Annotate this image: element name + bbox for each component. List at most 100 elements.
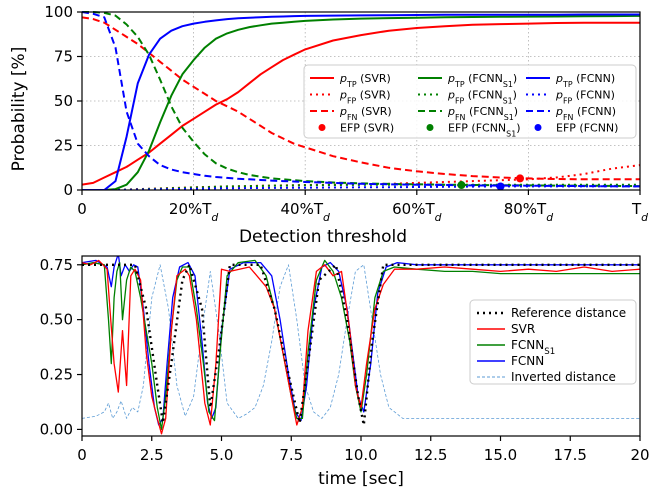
top-legend-label-part: p [447,105,455,118]
top-legend-label: EFP (FCNN) [556,122,618,135]
top-x-tick-label: Td [631,200,648,224]
bottom-legend-label-part: FCNN [511,354,544,368]
top-legend-label-part: ) [513,89,517,102]
top-efp-marker-1 [457,181,466,190]
top-legend-label: pFP (FCNNS1) [447,89,517,106]
top-legend-label-part: p [555,89,563,102]
top-series-line-2 [82,16,640,181]
bottom-x-tick-label: 7.5 [279,446,303,464]
top-legend-label-part: p [555,72,563,85]
bottom-series-group [82,256,640,435]
bottom-x-axis-label: time [sec] [318,469,404,489]
top-x-tick-label-part: 60%T [392,200,435,218]
top-legend-label-part: p [339,105,347,118]
top-legend-label-part: FP [563,96,573,105]
top-x-tick-label-part: d [546,211,553,224]
top-legend-label: pFN (FCNNS1) [447,105,518,122]
top-legend-label-part: p [339,72,347,85]
top-y-tick-label: 100 [44,3,73,21]
top-legend-box [303,64,637,139]
top-legend-label: pFP (FCNN) [555,89,615,106]
bottom-x-tick-label: 10.0 [344,446,377,464]
top-legend-label-part: EFP (SVR) [340,122,394,135]
bottom-y-tick-label: 0.25 [40,366,73,384]
top-x-tick-label: 20%Td [169,200,219,224]
top-legend-label: EFP (SVR) [340,122,394,135]
top-legend-label: pTP (FCNN) [555,72,615,89]
top-legend-label-part: (FCNN [464,89,502,102]
top-legend-marker [534,124,542,131]
top-legend-label-part: p [447,72,455,85]
top-legend-label-part: p [447,89,455,102]
top-legend-label-part: TP [562,80,573,89]
top-series-line-3 [82,14,640,190]
top-series-group [82,11,640,190]
top-series-line-6 [82,13,640,190]
top-legend-label-part: S1 [503,80,513,89]
top-legend-label-part: (FCNN [465,105,503,118]
top-legend-label-part: FN [563,113,574,122]
bottom-legend-label: Inverted distance [511,370,616,384]
top-x-tick-label-part: 40%T [281,200,324,218]
bottom-legend-label-part: Reference distance [511,306,626,320]
bottom-legend-box [469,299,637,385]
bottom-legend-label: SVR [511,322,535,336]
top-legend-label: EFP (FCNNS1) [448,122,521,139]
top-legend-marker [426,124,434,131]
top-legend-label-part: (FCNN) [573,105,616,118]
top-legend-label-part: S1 [504,113,514,122]
top-legend-label-part: S1 [506,129,516,138]
bottom-legend-label-part: Inverted distance [511,370,616,384]
top-legend-label-part: (FCNN) [573,72,616,85]
top-legend-label-part: p [339,89,347,102]
top-y-tick-label: 0 [63,181,73,199]
top-legend-label: pTP (FCNNS1) [447,72,517,89]
bottom-series-line-2 [82,259,640,431]
bottom-x-tick-label: 5.0 [210,446,234,464]
top-legend-label-part: ) [514,105,518,118]
bottom-x-tick-label: 17.5 [554,446,587,464]
top-legend: pTP (SVR)pFP (SVR)pFN (SVR)EFP (SVR)pTP … [303,64,637,139]
top-legend-label-part: FN [455,113,466,122]
top-y-axis-label: Probability [%] [9,47,29,172]
top-legend-label-part: (FCNN [465,72,503,85]
top-legend-label-part: (SVR) [356,89,390,102]
top-x-tick-label-part: 80%T [504,200,547,218]
top-legend-label-part: (SVR) [357,105,391,118]
top-legend-label-part: ) [513,72,517,85]
top-x-tick-label-part: d [435,211,442,224]
top-legend-label-part: p [555,105,563,118]
top-legend-label-part: EFP (FCNN [448,122,506,135]
top-legend-label: pFN (SVR) [339,105,392,122]
bottom-legend-label: FCNNS1 [511,338,555,357]
top-x-tick-label-part: d [641,211,648,224]
top-efp-marker-2 [496,182,505,191]
bottom-chart: 0 2.5 5.0 7.5 10.0 12.5 15.0 17.5 20 0.00 0.25 0.50… [40,255,650,489]
top-legend-label-part: FP [347,96,357,105]
top-legend-label-part: S1 [503,96,513,105]
top-legend-label-part: TP [454,80,465,89]
top-y-tick-label: 25 [54,137,73,155]
top-series-line-1 [82,164,640,190]
top-legend-label-part: (FCNN) [572,89,615,102]
bottom-y-tick-label: 0.00 [40,420,73,438]
bottom-series-line-1 [82,259,640,435]
top-x-tick-label-part: T [631,200,642,218]
bottom-series-line-4 [82,264,640,419]
top-x-axis-label: Detection threshold [239,227,407,247]
top-x-tick-label-part: d [211,211,218,224]
top-y-tick-label: 50 [54,92,73,110]
bottom-legend-label: FCNN [511,354,544,368]
top-x-tick-label: 0 [77,200,87,218]
bottom-legend-label-part: FCNN [511,338,544,352]
top-x-tick-label-part: 20%T [169,200,212,218]
bottom-x-tick-label: 0 [77,446,87,464]
bottom-x-tick-label: 20 [630,446,649,464]
bottom-x-tick-label: 12.5 [414,446,447,464]
top-legend-label: pTP (SVR) [339,72,391,89]
top-x-tick-label-part: d [323,211,330,224]
bottom-legend-label-part: SVR [511,322,535,336]
top-series-line-8 [82,11,640,188]
